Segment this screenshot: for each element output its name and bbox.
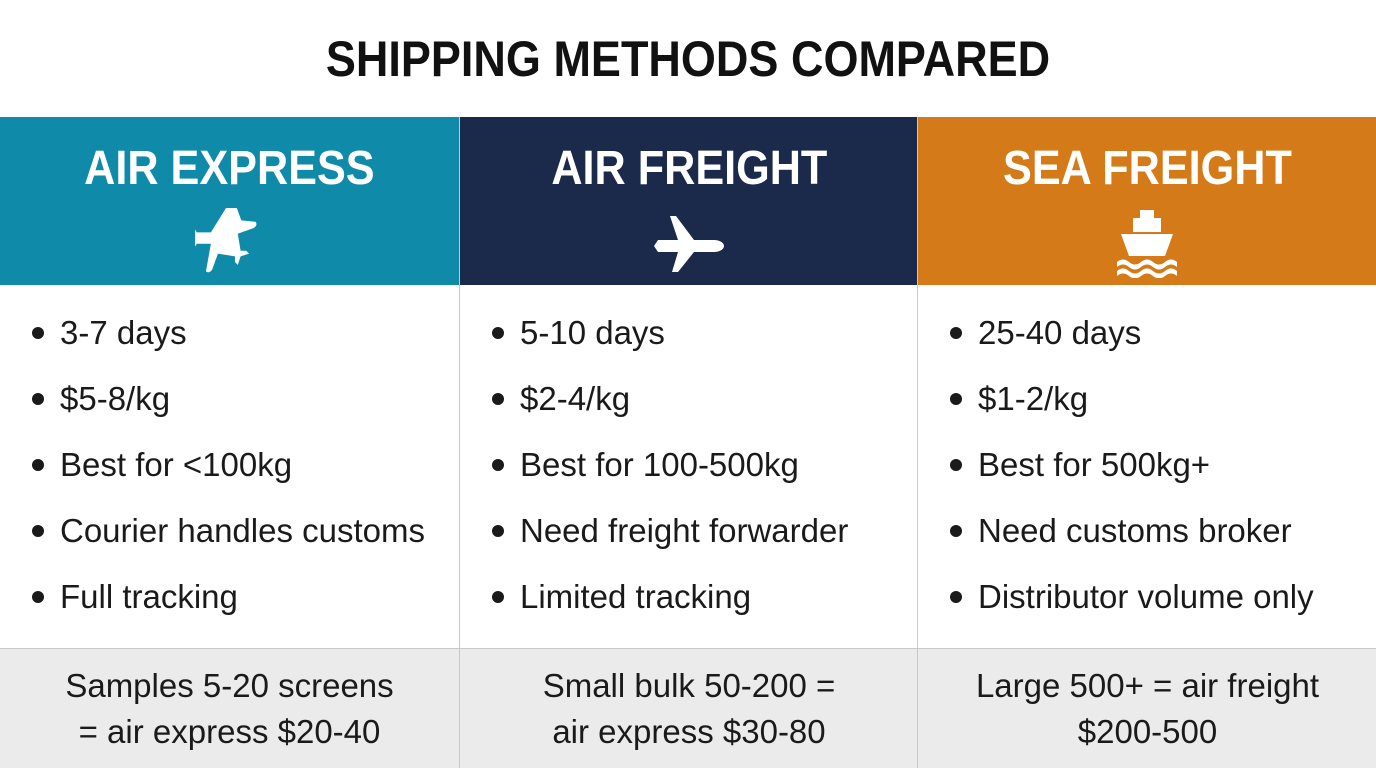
bullet-item: Distributor volume only (918, 564, 1376, 630)
bullet-item: $1-2/kg (918, 366, 1376, 432)
bullet-text: Best for <100kg (60, 446, 293, 483)
bullet-item: 25-40 days (918, 300, 1376, 366)
bullet-dot (32, 525, 44, 537)
bullet-item: Best for 100-500kg (460, 432, 918, 498)
footer-line: Small bulk 50-200 = (542, 666, 836, 704)
bullet-item: 5-10 days (460, 300, 918, 366)
bullet-dot (950, 525, 962, 537)
bullet-item: $5-8/kg (0, 366, 459, 432)
icon (194, 208, 256, 273)
bullet-item: Limited tracking (460, 564, 918, 630)
column-title: AIR EXPRESS (84, 142, 375, 195)
icon (1116, 210, 1177, 278)
bullet-dot (492, 393, 504, 405)
bullet-list: 3-7 days $5-8/kg Best for <100kg Courier ha… (0, 285, 459, 648)
column: SEA FREIGHT 25-40 days $1-2/kg Best for 500… (917, 117, 1376, 768)
column-header: AIR FREIGHT (460, 117, 918, 285)
bullet-text: Need customs broker (978, 512, 1292, 549)
icon (654, 216, 724, 272)
bullet-text: Need freight forwarder (520, 512, 849, 549)
column-footer: Samples 5-20 screens = air express $20-40 (0, 648, 459, 768)
bullet-dot (32, 459, 44, 471)
bullet-item: Best for <100kg (0, 432, 459, 498)
bullet-item: Best for 500kg+ (918, 432, 1376, 498)
column: AIR FREIGHT 5-10 days $2-4/kg Best for 100-… (459, 117, 918, 768)
bullet-dot (492, 591, 504, 603)
bullet-text: Distributor volume only (978, 578, 1314, 615)
bullet-text: Courier handles customs (60, 512, 425, 549)
bullet-text: 3-7 days (60, 314, 187, 351)
bullet-item: Need customs broker (918, 498, 1376, 564)
bullet-text: Full tracking (60, 578, 238, 615)
bullet-dot (492, 327, 504, 339)
footer-line: Large 500+ = air freight (975, 666, 1320, 704)
column: AIR EXPRESS 3-7 days $5-8/kg Best for <100k… (0, 117, 459, 768)
column-header: SEA FREIGHT (918, 117, 1376, 285)
column-footer: Small bulk 50-200 = air express $30-80 (460, 648, 918, 768)
column-title: SEA FREIGHT (1003, 142, 1292, 195)
column-title: AIR FREIGHT (551, 142, 827, 195)
title: SHIPPING METHODS COMPARED (325, 30, 1051, 87)
column-header: AIR EXPRESS (0, 117, 459, 285)
bullet-dot (950, 459, 962, 471)
bullet-dot (32, 591, 44, 603)
bullet-item: Full tracking (0, 564, 459, 630)
footer-line: $200-500 (1077, 712, 1218, 750)
bullet-text: Best for 500kg+ (978, 446, 1211, 483)
footer-line: air express $30-80 (552, 712, 826, 750)
bullet-dot (32, 327, 44, 339)
bullet-text: 5-10 days (520, 314, 665, 351)
bullet-dot (492, 459, 504, 471)
bullet-text: Best for 100-500kg (520, 446, 799, 483)
bullet-text: $2-4/kg (520, 380, 631, 417)
bullet-dot (950, 393, 962, 405)
bullet-list: 25-40 days $1-2/kg Best for 500kg+ Need cus… (918, 285, 1376, 648)
bullet-dot (950, 327, 962, 339)
bullet-text: $5-8/kg (60, 380, 171, 417)
column-footer: Large 500+ = air freight $200-500 (918, 648, 1376, 768)
bullet-item: 3-7 days (0, 300, 459, 366)
footer-line: = air express $20-40 (78, 712, 381, 750)
bullet-dot (950, 591, 962, 603)
bullet-item: Need freight forwarder (460, 498, 918, 564)
bullet-dot (32, 393, 44, 405)
bullet-list: 5-10 days $2-4/kg Best for 100-500kg Need f… (460, 285, 918, 648)
bullet-text: $1-2/kg (978, 380, 1089, 417)
bullet-item: $2-4/kg (460, 366, 918, 432)
bullet-item: Courier handles customs (0, 498, 459, 564)
bullet-text: 25-40 days (978, 314, 1142, 351)
bullet-dot (492, 525, 504, 537)
bullet-text: Limited tracking (520, 578, 752, 615)
footer-line: Samples 5-20 screens (65, 666, 394, 704)
